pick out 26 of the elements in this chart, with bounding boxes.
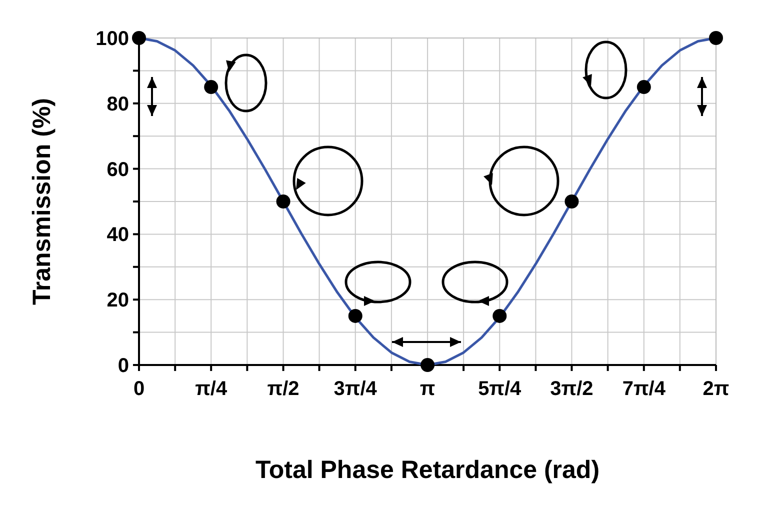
x-tick-label: 7π/4 [622, 378, 666, 400]
point [348, 308, 362, 323]
y-tick-label: 80 [106, 93, 129, 116]
point [492, 308, 507, 323]
x-tick-label: π/2 [267, 378, 300, 400]
point [204, 80, 218, 94]
point [709, 31, 723, 45]
x-tick-label: 0 [133, 378, 145, 400]
y-tick-label: 60 [106, 158, 129, 181]
point [564, 194, 579, 208]
point [276, 194, 290, 208]
y-axis-title: Transmission (%) [28, 98, 56, 305]
x-tick-label: π/4 [195, 378, 228, 400]
y-tick-label: 20 [106, 290, 129, 312]
x-tick-label: π [420, 378, 436, 400]
x-tick-label: 2π [702, 378, 730, 400]
x-tick-label: 3π/2 [550, 378, 594, 400]
x-tick-label: 5π/4 [478, 378, 522, 400]
point [636, 80, 651, 94]
x-axis-title: Total Phase Retardance (rad) [255, 456, 600, 484]
point [420, 358, 435, 372]
point [132, 31, 146, 45]
y-tick-label: 40 [106, 224, 129, 246]
y-tick-label: 100 [96, 28, 129, 50]
x-tick-label: 3π/4 [334, 378, 378, 400]
y-tick-label: 0 [118, 355, 129, 377]
